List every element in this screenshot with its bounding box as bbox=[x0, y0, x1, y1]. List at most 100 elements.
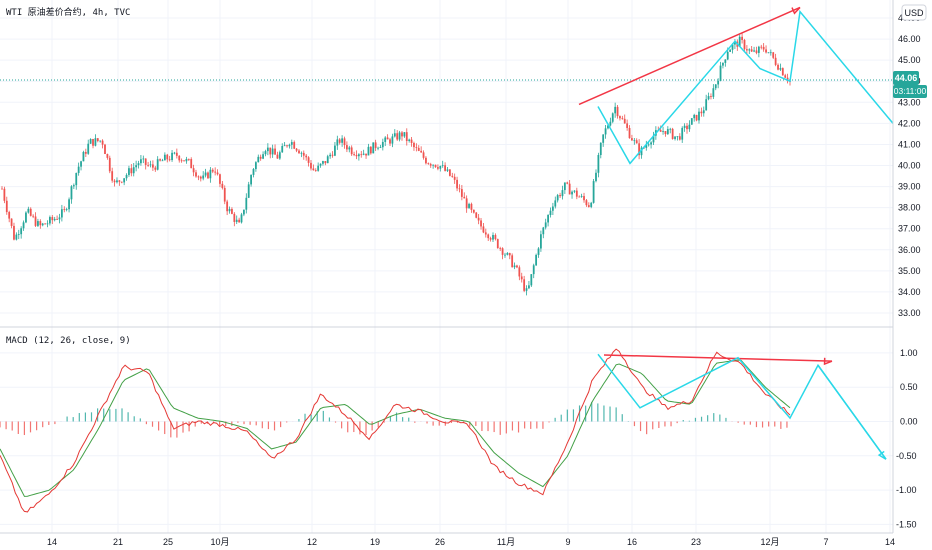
price-candle bbox=[401, 132, 403, 137]
price-candle bbox=[391, 136, 394, 144]
macd-lines bbox=[0, 348, 791, 513]
price-candle bbox=[53, 218, 56, 221]
price-candle bbox=[489, 238, 492, 240]
price-candle bbox=[75, 172, 78, 186]
price-candle bbox=[437, 167, 439, 169]
price-candle bbox=[104, 144, 106, 155]
currency-button[interactable]: USD bbox=[901, 4, 927, 21]
price-candle bbox=[3, 188, 6, 201]
price-candle bbox=[698, 111, 700, 121]
price-candle bbox=[369, 146, 372, 154]
price-candle bbox=[494, 235, 497, 240]
price-candle bbox=[427, 163, 430, 165]
price-candle bbox=[329, 154, 332, 157]
x-tick-label: 7 bbox=[823, 537, 828, 547]
price-candle bbox=[266, 147, 269, 152]
price-candle bbox=[619, 116, 621, 119]
macd-trendline-arrow-arrowhead bbox=[823, 357, 833, 366]
price-candle bbox=[413, 142, 415, 148]
price-candle bbox=[17, 234, 20, 235]
price-candle bbox=[269, 147, 272, 155]
price-candle bbox=[458, 188, 461, 190]
price-candle bbox=[477, 217, 480, 221]
price-candle bbox=[767, 52, 770, 54]
price-candle bbox=[659, 130, 662, 132]
macd-indicator-title: MACD (12, 26, close, 9) bbox=[6, 336, 131, 346]
macd-tick-label: 0.50 bbox=[900, 382, 918, 392]
price-candle bbox=[595, 172, 597, 182]
price-candle bbox=[734, 41, 736, 45]
price-candle bbox=[108, 157, 111, 172]
price-candle bbox=[226, 201, 229, 212]
price-candle bbox=[278, 152, 281, 159]
price-candle bbox=[745, 49, 748, 51]
price-candle bbox=[772, 52, 775, 58]
price-candle bbox=[638, 143, 641, 156]
price-candle bbox=[470, 203, 473, 210]
price-candle bbox=[590, 202, 593, 207]
price-tick-label: 40.00 bbox=[898, 161, 921, 171]
price-candle bbox=[779, 68, 782, 70]
price-candle bbox=[631, 138, 633, 141]
x-tick-label: 12 bbox=[307, 537, 317, 547]
price-candle bbox=[259, 156, 262, 159]
price-candle bbox=[374, 142, 377, 149]
price-candle bbox=[147, 164, 150, 166]
price-candle bbox=[393, 133, 396, 137]
price-candle bbox=[676, 136, 679, 138]
price-candle bbox=[403, 132, 406, 137]
price-candle bbox=[678, 136, 681, 140]
price-candle bbox=[338, 139, 341, 143]
price-candle bbox=[319, 163, 322, 166]
price-candle bbox=[276, 154, 279, 159]
price-candle bbox=[159, 159, 161, 161]
price-candle bbox=[247, 184, 250, 198]
price-candle bbox=[355, 154, 358, 157]
price-candle bbox=[724, 59, 727, 63]
price-tick-label: 43.00 bbox=[898, 97, 921, 107]
price-candle bbox=[504, 254, 506, 256]
price-candle bbox=[362, 153, 365, 155]
price-candle bbox=[714, 84, 717, 89]
price-candle bbox=[451, 175, 454, 177]
price-candle bbox=[420, 150, 423, 153]
x-tick-label: 12月 bbox=[760, 537, 779, 547]
price-candle bbox=[707, 96, 710, 100]
price-candle bbox=[10, 218, 13, 226]
price-candle bbox=[204, 172, 207, 176]
price-candles bbox=[1, 32, 791, 296]
price-candle bbox=[166, 154, 169, 160]
price-candle bbox=[190, 159, 193, 169]
price-candle bbox=[425, 157, 427, 164]
price-candle bbox=[44, 223, 47, 225]
price-candle bbox=[784, 75, 787, 78]
price-candle bbox=[465, 198, 468, 209]
price-candle bbox=[441, 165, 444, 167]
price-candle bbox=[34, 216, 37, 226]
price-candle bbox=[559, 195, 561, 197]
price-tick-label: 37.00 bbox=[898, 224, 921, 234]
price-candle bbox=[283, 145, 286, 147]
price-tick-label: 42.00 bbox=[898, 118, 921, 128]
price-candle bbox=[681, 127, 684, 140]
price-candle bbox=[240, 214, 243, 223]
price-candle bbox=[72, 185, 75, 187]
price-candle bbox=[123, 178, 126, 183]
price-candle bbox=[345, 145, 348, 150]
price-candle bbox=[422, 152, 425, 158]
price-candle bbox=[549, 210, 552, 215]
price-candle bbox=[623, 118, 626, 124]
price-candle bbox=[209, 169, 212, 179]
price-candle bbox=[293, 142, 296, 149]
price-candle bbox=[135, 165, 138, 168]
price-candle bbox=[377, 147, 379, 149]
price-candle bbox=[137, 163, 140, 166]
price-candle bbox=[173, 152, 176, 154]
price-candle bbox=[686, 125, 688, 130]
price-candle bbox=[626, 123, 629, 128]
price-candle bbox=[674, 136, 676, 139]
price-candle bbox=[386, 137, 389, 140]
price-candle bbox=[580, 196, 583, 197]
